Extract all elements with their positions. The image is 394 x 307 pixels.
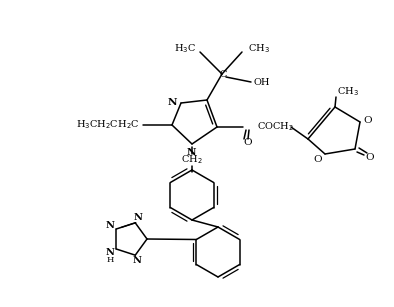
Text: N: N	[106, 248, 115, 258]
Text: CH$_2$: CH$_2$	[181, 154, 203, 166]
Text: N: N	[186, 147, 196, 157]
Text: C: C	[219, 69, 227, 79]
Text: N: N	[106, 220, 115, 230]
Text: N: N	[167, 98, 177, 107]
Text: CH$_3$: CH$_3$	[248, 43, 270, 55]
Text: N: N	[134, 213, 143, 222]
Text: H: H	[106, 256, 114, 264]
Text: O: O	[366, 153, 374, 161]
Text: N: N	[133, 256, 142, 265]
Text: OH: OH	[253, 77, 269, 87]
Text: COCH$_2$: COCH$_2$	[257, 121, 294, 134]
Text: H$_3$C: H$_3$C	[174, 43, 196, 55]
Text: H$_3$CH$_2$CH$_2$C: H$_3$CH$_2$CH$_2$C	[76, 119, 140, 131]
Text: O: O	[243, 138, 252, 146]
Text: O: O	[314, 154, 322, 164]
Text: CH$_3$: CH$_3$	[337, 86, 359, 99]
Text: O: O	[364, 115, 372, 125]
